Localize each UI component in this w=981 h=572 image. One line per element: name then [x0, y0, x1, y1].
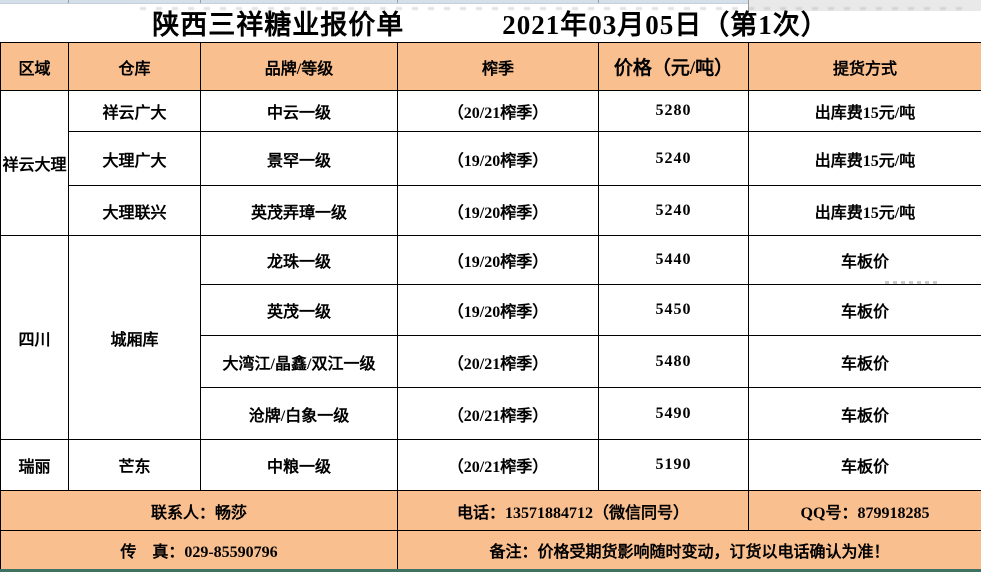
table-row: 英茂一级 （19/20榨季） 5450 车板价	[1, 284, 981, 336]
phone-cell: 电话：13571884712（微信同号）	[397, 490, 749, 531]
note-cell: 备注：价格受期货影响随时变动，订货以电话确认为准！	[397, 530, 981, 570]
header-brand: 品牌/等级	[200, 42, 398, 91]
delivery-cell: 车板价	[748, 439, 981, 491]
delivery-cell: 车板价	[748, 335, 981, 388]
table-row: 大湾江/晶鑫/双江一级 （20/21榨季） 5480 车板价	[1, 335, 981, 388]
season-cell: （20/21榨季）	[397, 439, 599, 491]
season-cell: （20/21榨季）	[397, 387, 599, 440]
footer-row: 传 真：029-85590796 备注：价格受期货影响随时变动，订货以电话确认为…	[0, 530, 981, 570]
season-cell: （19/20榨季）	[397, 185, 599, 236]
season-cell: （19/20榨季）	[397, 131, 599, 186]
footer-row: 联系人：畅莎 电话：13571884712（微信同号） QQ号：87991828…	[0, 490, 981, 531]
brand-cell: 龙珠一级	[200, 235, 398, 285]
brand-cell: 大湾江/晶鑫/双江一级	[200, 335, 398, 388]
header-delivery: 提货方式	[748, 42, 981, 91]
brand-cell: 中云一级	[200, 90, 398, 132]
page-date: 2021年03月05日（第1次）	[502, 10, 829, 40]
season-cell: （20/21榨季）	[397, 335, 599, 388]
region-cell: 四川	[0, 235, 69, 440]
delivery-cell: 出库费15元/吨	[748, 185, 981, 236]
table-row: 瑞丽 芒东 中粮一级 （20/21榨季） 5190 车板价	[0, 439, 981, 491]
region-cell: 祥云大理	[0, 90, 69, 236]
table-row: 祥云大理 祥云广大 中云一级 （20/21榨季） 5280 出库费15元/吨	[0, 90, 981, 236]
brand-cell: 中粮一级	[200, 439, 398, 491]
price-cell: 5240	[598, 185, 749, 236]
warehouse-cell: 城厢库	[68, 235, 201, 440]
watermark	[140, 7, 970, 10]
warehouse-cell: 大理联兴	[68, 185, 201, 236]
brand-cell: 英茂弄璋一级	[200, 185, 398, 236]
price-cell: 5280	[598, 90, 749, 132]
table-row: 四川 城厢库 龙珠一级 （19/20榨季） 5440 车板价	[0, 235, 981, 440]
header-region: 区域	[0, 42, 69, 91]
season-cell: （19/20榨季）	[397, 235, 599, 285]
table-row: 沧牌/白象一级 （20/21榨季） 5490 车板价	[1, 387, 981, 440]
brand-cell: 景罕一级	[200, 131, 398, 186]
header-price: 价格（元/吨）	[598, 42, 749, 91]
price-cell: 5440	[598, 235, 749, 285]
table-row: 大理广大 景罕一级 （19/20榨季） 5240 出库费15元/吨	[1, 131, 981, 186]
price-cell: 5450	[598, 284, 749, 336]
delivery-cell: 出库费15元/吨	[748, 90, 981, 132]
qq-cell: QQ号：879918285	[748, 490, 981, 531]
contact-cell: 联系人：畅莎	[0, 490, 398, 531]
title-band: 陕西三祥糖业报价单 2021年03月05日（第1次）	[0, 3, 981, 42]
delivery-cell: 车板价	[748, 387, 981, 440]
brand-cell: 沧牌/白象一级	[200, 387, 398, 440]
spreadsheet-bottom-strip	[0, 569, 981, 572]
gridline-tick	[200, 0, 201, 3]
price-cell: 5480	[598, 335, 749, 388]
season-cell: （19/20榨季）	[397, 284, 599, 336]
season-cell: （20/21榨季）	[397, 90, 599, 132]
warehouse-cell: 大理广大	[68, 131, 201, 186]
header-season: 榨季	[397, 42, 599, 91]
table-row: 大理联兴 英茂弄璋一级 （19/20榨季） 5240 出库费15元/吨	[1, 185, 981, 236]
delivery-cell: 车板价	[748, 235, 981, 285]
header-row: 区域 仓库 品牌/等级 榨季 价格（元/吨） 提货方式	[0, 42, 981, 91]
gridline-tick	[397, 0, 398, 3]
fax-cell: 传 真：029-85590796	[0, 530, 398, 570]
price-cell: 5190	[598, 439, 749, 491]
gridline-tick	[598, 0, 599, 3]
header-warehouse: 仓库	[68, 42, 201, 91]
brand-cell: 英茂一级	[200, 284, 398, 336]
page-title: 陕西三祥糖业报价单	[152, 10, 405, 40]
gridline-tick	[68, 0, 69, 3]
warehouse-cell: 祥云广大	[68, 90, 201, 132]
price-cell: 5490	[598, 387, 749, 440]
price-cell: 5240	[598, 131, 749, 186]
delivery-cell: 车板价	[748, 284, 981, 336]
spreadsheet-corner-area	[748, 0, 981, 11]
region-cell: 瑞丽	[0, 439, 69, 491]
warehouse-cell: 芒东	[68, 439, 201, 491]
price-table: 区域 仓库 品牌/等级 榨季 价格（元/吨） 提货方式 祥云大理 祥云广大 中云…	[0, 42, 981, 570]
delivery-cell: 出库费15元/吨	[748, 131, 981, 186]
